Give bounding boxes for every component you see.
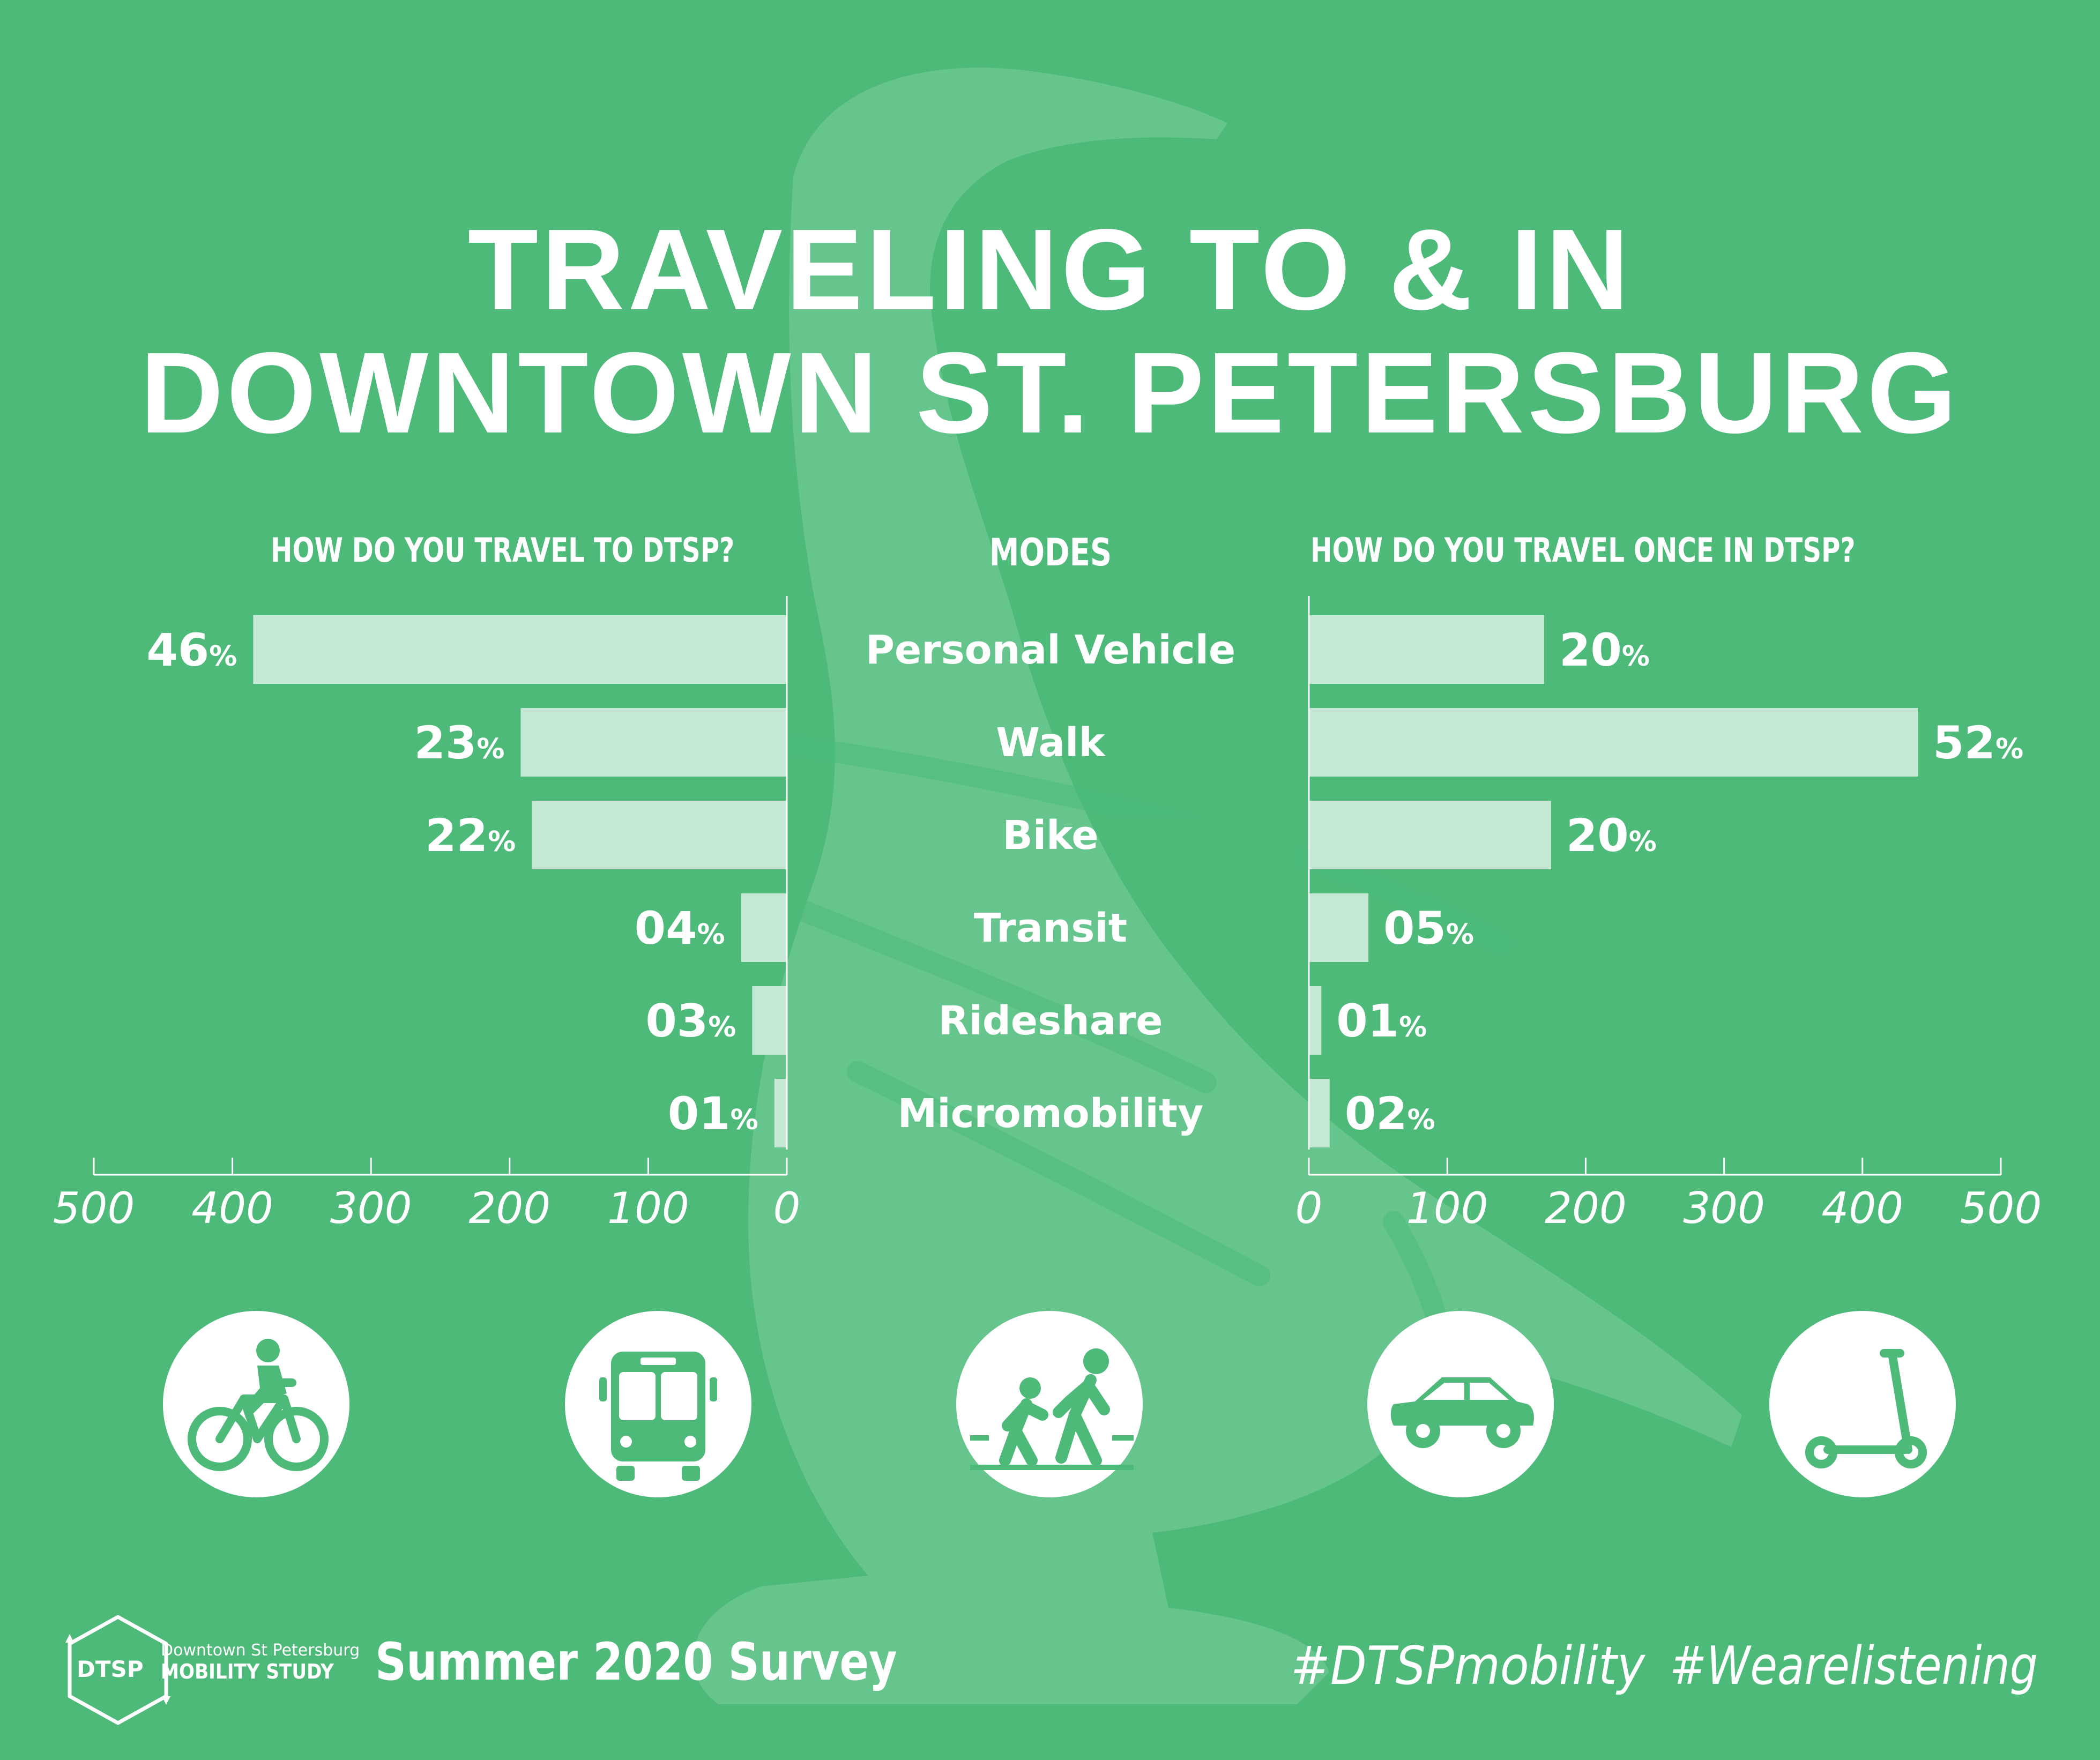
left-bar-label-1: 46% (146, 624, 237, 676)
right-bar-2 (1309, 708, 1918, 777)
right-bar-label-6: 02% (1345, 1087, 1435, 1140)
right-tick-label-200: 200 (1545, 1183, 1627, 1233)
left-tick-label-200: 200 (468, 1183, 550, 1233)
right-bar-4 (1309, 893, 1369, 962)
left-tick-label-500: 500 (53, 1183, 135, 1233)
survey-label: Summer 2020 Survey (375, 1632, 897, 1692)
left-bar-4 (741, 893, 787, 962)
page-title-line-2: DOWNTOWN ST. PETERSBURG (140, 328, 1960, 457)
page-title-line-1: TRAVELING TO & IN (467, 205, 1633, 334)
left-bar-label-6: 01% (668, 1087, 758, 1140)
right-bar-3 (1309, 801, 1551, 869)
right-bar-label-1: 20% (1559, 624, 1650, 676)
right-bar-label-3: 20% (1566, 809, 1657, 862)
right-bar-label-2: 52% (1933, 717, 2023, 769)
left-bar-5 (752, 986, 787, 1055)
right-bar-5 (1309, 986, 1322, 1055)
right-tick-label-100: 100 (1406, 1183, 1488, 1233)
right-bar-label-5: 01% (1336, 995, 1427, 1047)
right-chart-title: HOW DO YOU TRAVEL ONCE IN DTSP? (1310, 531, 1856, 570)
right-tick-label-500: 500 (1960, 1183, 2042, 1233)
left-tick-label-400: 400 (191, 1183, 273, 1233)
mode-label-6: Micromobility (898, 1091, 1204, 1137)
right-bar-label-4: 05% (1383, 902, 1474, 954)
dtsp-logo-icon (65, 1615, 170, 1725)
right-bar-6 (1309, 1079, 1330, 1147)
car-icon (1367, 1311, 1554, 1497)
dtsp-logo-abbr: DTSP (77, 1656, 144, 1682)
left-bar-label-4: 04% (635, 902, 725, 954)
hashtag-we-are-listening: #Wearelistening (1670, 1636, 2038, 1697)
bus-icon (565, 1311, 751, 1497)
mode-label-5: Rideshare (939, 998, 1163, 1044)
left-tick-label-300: 300 (330, 1183, 412, 1233)
mode-label-1: Personal Vehicle (866, 627, 1235, 673)
scooter-icon (1769, 1311, 1956, 1497)
left-chart-title: HOW DO YOU TRAVEL TO DTSP? (271, 531, 735, 570)
pedestrians-icon (956, 1311, 1143, 1497)
right-tick-label-0: 0 (1295, 1183, 1323, 1233)
mode-charts: 46% 23% 22% 04% 03% 01% 20% 52% 20% 05% 01% 02% Pers… (53, 596, 2042, 1233)
hashtag-dtsp-mobility: #DTSPmobility (1291, 1636, 1645, 1697)
mode-label-2: Walk (996, 720, 1106, 766)
right-tick-label-400: 400 (1821, 1183, 1903, 1233)
right-tick-label-300: 300 (1683, 1183, 1765, 1233)
left-bar-2 (520, 708, 787, 777)
logo-subtitle-line-2: MOBILITY STUDY (161, 1660, 334, 1683)
left-bar-label-3: 22% (425, 809, 516, 862)
left-bar-label-5: 03% (645, 995, 736, 1047)
left-bar-3 (532, 801, 787, 869)
left-bar-6 (774, 1079, 787, 1147)
mode-label-4: Transit (974, 905, 1127, 951)
left-tick-label-100: 100 (607, 1183, 689, 1233)
left-tick-label-0: 0 (773, 1183, 801, 1233)
left-bar-1 (253, 615, 787, 684)
modes-heading: MODES (989, 531, 1112, 575)
bicycle-icon (163, 1311, 349, 1497)
right-bar-1 (1309, 615, 1544, 684)
logo-subtitle-line-1: Downtown St Petersburg (161, 1641, 360, 1660)
mode-label-3: Bike (1002, 812, 1098, 859)
left-bar-label-2: 23% (414, 717, 504, 769)
